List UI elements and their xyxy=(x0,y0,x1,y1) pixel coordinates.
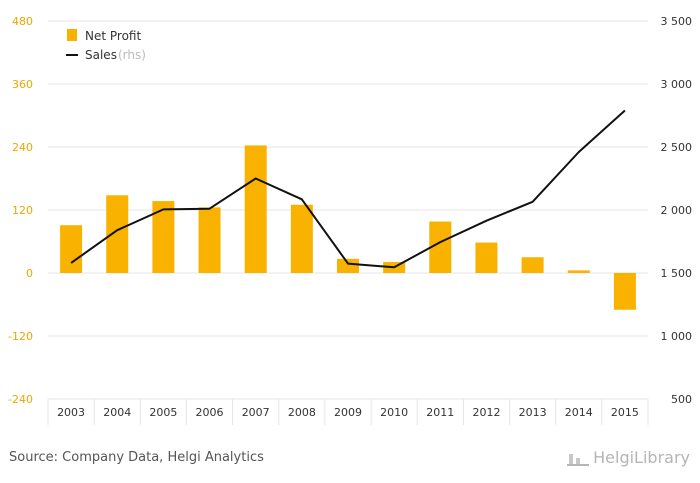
bar-net-profit xyxy=(521,257,544,273)
x-tick-label: 2003 xyxy=(57,406,85,419)
legend-label-sales: Sales xyxy=(85,48,117,62)
legend-swatch-net-profit xyxy=(67,29,77,41)
bar-net-profit xyxy=(613,273,636,310)
bar-net-profit xyxy=(106,195,129,273)
x-tick-label: 2007 xyxy=(242,406,270,419)
x-tick-label: 2005 xyxy=(149,406,177,419)
x-tick-label: 2015 xyxy=(611,406,639,419)
x-tick-label: 2008 xyxy=(288,406,316,419)
bar-net-profit xyxy=(475,242,498,273)
y-right-tick-label: 2 000 xyxy=(661,204,693,217)
y-right-tick-label: 2 500 xyxy=(661,141,693,154)
brand-name: HelgiLibrary xyxy=(593,448,690,467)
y-right-tick-label: 1 500 xyxy=(661,267,693,280)
source-note: Source: Company Data, Helgi Analytics xyxy=(9,450,264,465)
y-right-tick-label: 3 500 xyxy=(661,15,693,28)
y-right-tick-label: 500 xyxy=(671,393,692,406)
bar-net-profit xyxy=(198,207,221,273)
library-icon xyxy=(567,450,590,466)
bar-net-profit xyxy=(290,204,313,273)
line-sales xyxy=(70,109,626,269)
bar-net-profit xyxy=(244,145,267,273)
y-right-tick-label: 3 000 xyxy=(661,78,693,91)
y-left-tick-label: -240 xyxy=(8,393,33,406)
y-left-tick-label: 120 xyxy=(12,204,33,217)
x-tick-label: 2004 xyxy=(103,406,131,419)
x-tick-label: 2009 xyxy=(334,406,362,419)
x-tick-label: 2012 xyxy=(472,406,500,419)
bar-net-profit xyxy=(429,221,452,273)
x-tick-label: 2010 xyxy=(380,406,408,419)
y-left-tick-label: 480 xyxy=(12,15,33,28)
x-tick-label: 2014 xyxy=(565,406,593,419)
bar-net-profit xyxy=(337,258,359,273)
x-tick-label: 2006 xyxy=(196,406,224,419)
bar-net-profit xyxy=(152,201,175,273)
legend-label-net-profit: Net Profit xyxy=(85,29,141,43)
y-left-tick-label: 360 xyxy=(12,78,33,91)
y-left-tick-label: -120 xyxy=(8,330,33,343)
brand-logo: HelgiLibrary xyxy=(567,448,690,467)
bar-net-profit xyxy=(567,270,590,273)
x-tick-label: 2013 xyxy=(519,406,547,419)
y-left-tick-label: 240 xyxy=(12,141,33,154)
y-right-tick-label: 1 000 xyxy=(661,330,693,343)
x-tick-label: 2011 xyxy=(426,406,454,419)
bar-net-profit xyxy=(60,225,83,273)
legend-note-rhs: (rhs) xyxy=(118,48,146,62)
y-left-tick-label: 0 xyxy=(26,267,33,280)
